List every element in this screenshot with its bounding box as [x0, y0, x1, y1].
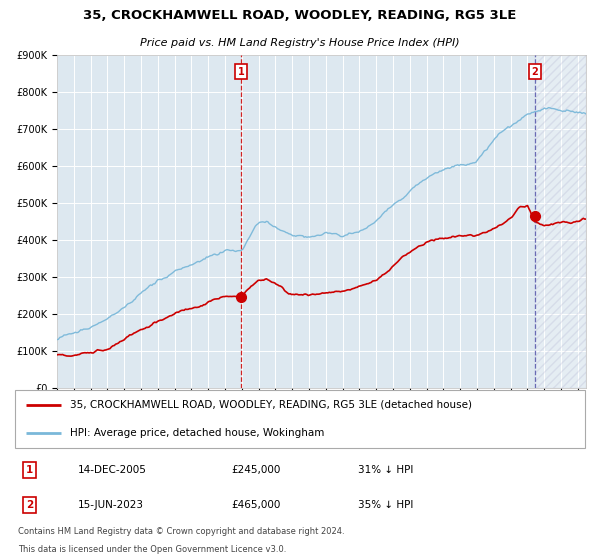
Text: £465,000: £465,000: [231, 500, 280, 510]
Text: 31% ↓ HPI: 31% ↓ HPI: [358, 465, 413, 475]
Text: Price paid vs. HM Land Registry's House Price Index (HPI): Price paid vs. HM Land Registry's House …: [140, 38, 460, 48]
Text: 35% ↓ HPI: 35% ↓ HPI: [358, 500, 413, 510]
Text: Contains HM Land Registry data © Crown copyright and database right 2024.: Contains HM Land Registry data © Crown c…: [18, 526, 344, 535]
Text: £245,000: £245,000: [231, 465, 280, 475]
Text: 2: 2: [26, 500, 33, 510]
Text: 35, CROCKHAMWELL ROAD, WOODLEY, READING, RG5 3LE (detached house): 35, CROCKHAMWELL ROAD, WOODLEY, READING,…: [70, 400, 472, 410]
Text: 1: 1: [238, 67, 244, 77]
Text: 2: 2: [532, 67, 538, 77]
Text: 15-JUN-2023: 15-JUN-2023: [78, 500, 144, 510]
FancyBboxPatch shape: [15, 390, 585, 447]
Text: 14-DEC-2005: 14-DEC-2005: [78, 465, 147, 475]
Text: 35, CROCKHAMWELL ROAD, WOODLEY, READING, RG5 3LE: 35, CROCKHAMWELL ROAD, WOODLEY, READING,…: [83, 9, 517, 22]
Text: 1: 1: [26, 465, 33, 475]
Text: This data is licensed under the Open Government Licence v3.0.: This data is licensed under the Open Gov…: [18, 544, 286, 553]
Text: HPI: Average price, detached house, Wokingham: HPI: Average price, detached house, Woki…: [70, 428, 324, 438]
